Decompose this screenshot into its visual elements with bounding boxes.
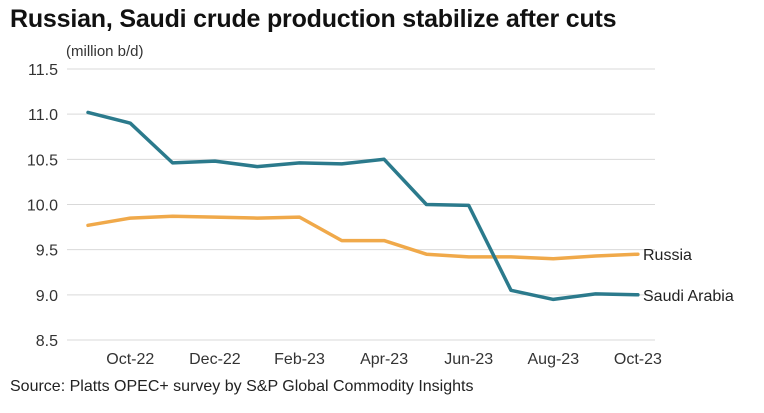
series-line-saudi-arabia <box>86 110 640 302</box>
y-axis-unit-label: (million b/d) <box>66 43 144 60</box>
series-line-russia <box>86 214 640 261</box>
series-label-saudi-arabia: Saudi Arabia <box>643 288 734 305</box>
x-tick-label: Dec-22 <box>189 351 241 368</box>
x-tick-label: Aug-23 <box>528 351 580 368</box>
x-tick-label: Oct-22 <box>106 351 154 368</box>
x-tick-label: Apr-23 <box>360 351 408 368</box>
x-tick-label: Oct-23 <box>614 351 662 368</box>
y-tick-label: 11.5 <box>28 62 58 79</box>
y-tick-label: 11.0 <box>28 107 58 124</box>
y-tick-label: 10.5 <box>27 152 58 169</box>
y-tick-label: 8.5 <box>36 333 58 350</box>
y-tick-label: 9.0 <box>36 288 58 305</box>
x-tick-label: Jun-23 <box>444 351 493 368</box>
y-tick-label: 9.5 <box>36 243 58 260</box>
series-label-russia: Russia <box>643 247 692 264</box>
chart-title: Russian, Saudi crude production stabiliz… <box>10 5 617 33</box>
x-tick-label: Feb-23 <box>274 351 325 368</box>
y-tick-label: 10.0 <box>27 198 58 215</box>
source-note: Source: Platts OPEC+ survey by S&P Globa… <box>10 378 474 395</box>
